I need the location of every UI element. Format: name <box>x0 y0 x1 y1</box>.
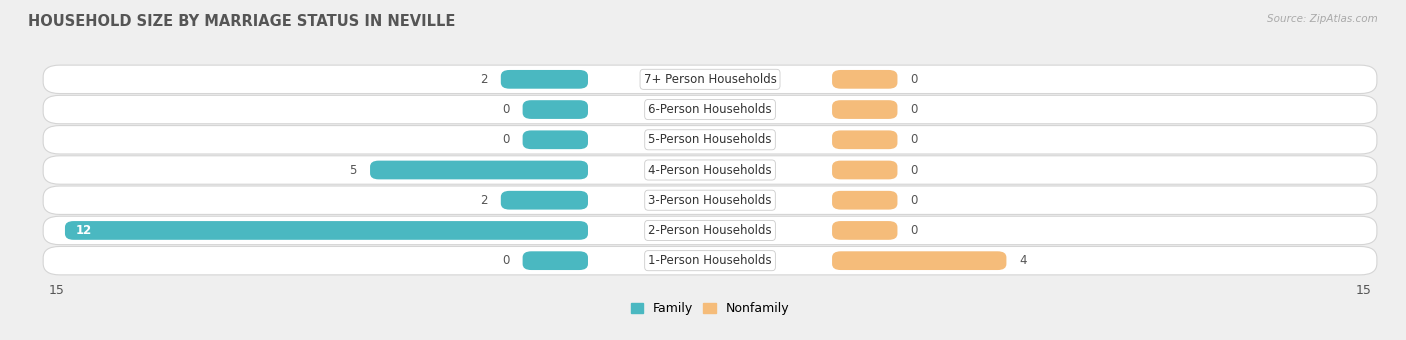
Text: 0: 0 <box>502 103 509 116</box>
FancyBboxPatch shape <box>65 221 588 240</box>
FancyBboxPatch shape <box>501 191 588 209</box>
Text: 1-Person Households: 1-Person Households <box>648 254 772 267</box>
FancyBboxPatch shape <box>44 156 1376 184</box>
Text: 0: 0 <box>911 164 918 176</box>
Text: 6-Person Households: 6-Person Households <box>648 103 772 116</box>
Text: 0: 0 <box>911 224 918 237</box>
Text: 0: 0 <box>911 133 918 146</box>
Text: 4-Person Households: 4-Person Households <box>648 164 772 176</box>
FancyBboxPatch shape <box>44 216 1376 245</box>
Text: HOUSEHOLD SIZE BY MARRIAGE STATUS IN NEVILLE: HOUSEHOLD SIZE BY MARRIAGE STATUS IN NEV… <box>28 14 456 29</box>
Text: 0: 0 <box>911 103 918 116</box>
Text: 0: 0 <box>502 254 509 267</box>
FancyBboxPatch shape <box>44 125 1376 154</box>
FancyBboxPatch shape <box>523 100 588 119</box>
FancyBboxPatch shape <box>832 131 897 149</box>
FancyBboxPatch shape <box>832 191 897 209</box>
Text: 2-Person Households: 2-Person Households <box>648 224 772 237</box>
FancyBboxPatch shape <box>523 131 588 149</box>
Text: 0: 0 <box>502 133 509 146</box>
Legend: Family, Nonfamily: Family, Nonfamily <box>626 298 794 320</box>
FancyBboxPatch shape <box>523 251 588 270</box>
Text: 2: 2 <box>481 194 488 207</box>
Text: 0: 0 <box>911 194 918 207</box>
FancyBboxPatch shape <box>44 246 1376 275</box>
FancyBboxPatch shape <box>44 95 1376 124</box>
FancyBboxPatch shape <box>370 160 588 180</box>
Text: 2: 2 <box>481 73 488 86</box>
FancyBboxPatch shape <box>832 160 897 180</box>
FancyBboxPatch shape <box>832 70 897 89</box>
Text: 5: 5 <box>350 164 357 176</box>
Text: 0: 0 <box>911 73 918 86</box>
FancyBboxPatch shape <box>501 70 588 89</box>
FancyBboxPatch shape <box>44 65 1376 94</box>
FancyBboxPatch shape <box>832 251 1007 270</box>
Text: 3-Person Households: 3-Person Households <box>648 194 772 207</box>
FancyBboxPatch shape <box>44 186 1376 215</box>
Text: 12: 12 <box>76 224 93 237</box>
Text: Source: ZipAtlas.com: Source: ZipAtlas.com <box>1267 14 1378 23</box>
FancyBboxPatch shape <box>832 100 897 119</box>
Text: 7+ Person Households: 7+ Person Households <box>644 73 776 86</box>
Text: 5-Person Households: 5-Person Households <box>648 133 772 146</box>
FancyBboxPatch shape <box>832 221 897 240</box>
Text: 4: 4 <box>1019 254 1026 267</box>
